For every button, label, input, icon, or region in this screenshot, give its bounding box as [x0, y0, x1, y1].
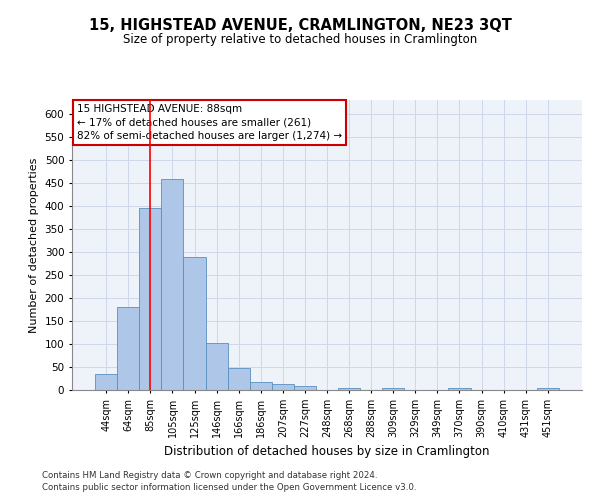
Bar [338, 388, 360, 390]
Bar [294, 386, 316, 390]
Y-axis label: Number of detached properties: Number of detached properties [29, 158, 39, 332]
Bar [139, 208, 161, 390]
Text: Size of property relative to detached houses in Cramlington: Size of property relative to detached ho… [123, 32, 477, 46]
Bar [448, 388, 470, 390]
Bar [537, 388, 559, 390]
Text: 15 HIGHSTEAD AVENUE: 88sqm
← 17% of detached houses are smaller (261)
82% of sem: 15 HIGHSTEAD AVENUE: 88sqm ← 17% of deta… [77, 104, 342, 141]
Text: Contains public sector information licensed under the Open Government Licence v3: Contains public sector information licen… [42, 483, 416, 492]
Bar [250, 382, 272, 390]
Bar [95, 374, 117, 390]
Bar [184, 258, 206, 390]
X-axis label: Distribution of detached houses by size in Cramlington: Distribution of detached houses by size … [164, 446, 490, 458]
Bar [272, 384, 294, 390]
Bar [117, 307, 139, 390]
Bar [227, 368, 250, 390]
Bar [206, 343, 227, 390]
Bar [161, 179, 184, 390]
Text: Contains HM Land Registry data © Crown copyright and database right 2024.: Contains HM Land Registry data © Crown c… [42, 470, 377, 480]
Text: 15, HIGHSTEAD AVENUE, CRAMLINGTON, NE23 3QT: 15, HIGHSTEAD AVENUE, CRAMLINGTON, NE23 … [89, 18, 511, 32]
Bar [382, 388, 404, 390]
